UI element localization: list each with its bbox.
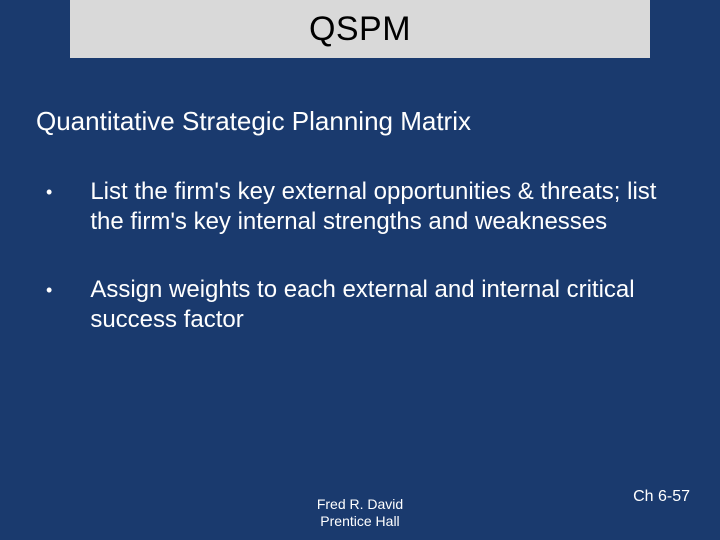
content-area: Quantitative Strategic Planning Matrix •… xyxy=(0,58,720,335)
list-item: • Assign weights to each external and in… xyxy=(46,275,684,335)
title-bar: QSPM xyxy=(70,0,650,58)
bullet-text: List the firm's key external opportuniti… xyxy=(90,177,684,237)
footer-author: Fred R. David xyxy=(317,496,403,513)
footer-publisher: Prentice Hall xyxy=(317,513,403,530)
footer-attribution: Fred R. David Prentice Hall xyxy=(317,496,403,530)
bullet-icon: • xyxy=(46,177,52,207)
bullet-list: • List the firm's key external opportuni… xyxy=(36,177,684,335)
bullet-icon: • xyxy=(46,275,52,305)
list-item: • List the firm's key external opportuni… xyxy=(46,177,684,237)
slide-subtitle: Quantitative Strategic Planning Matrix xyxy=(36,106,684,137)
slide-title: QSPM xyxy=(309,10,411,49)
bullet-text: Assign weights to each external and inte… xyxy=(90,275,684,335)
footer-page-number: Ch 6-57 xyxy=(633,488,690,506)
